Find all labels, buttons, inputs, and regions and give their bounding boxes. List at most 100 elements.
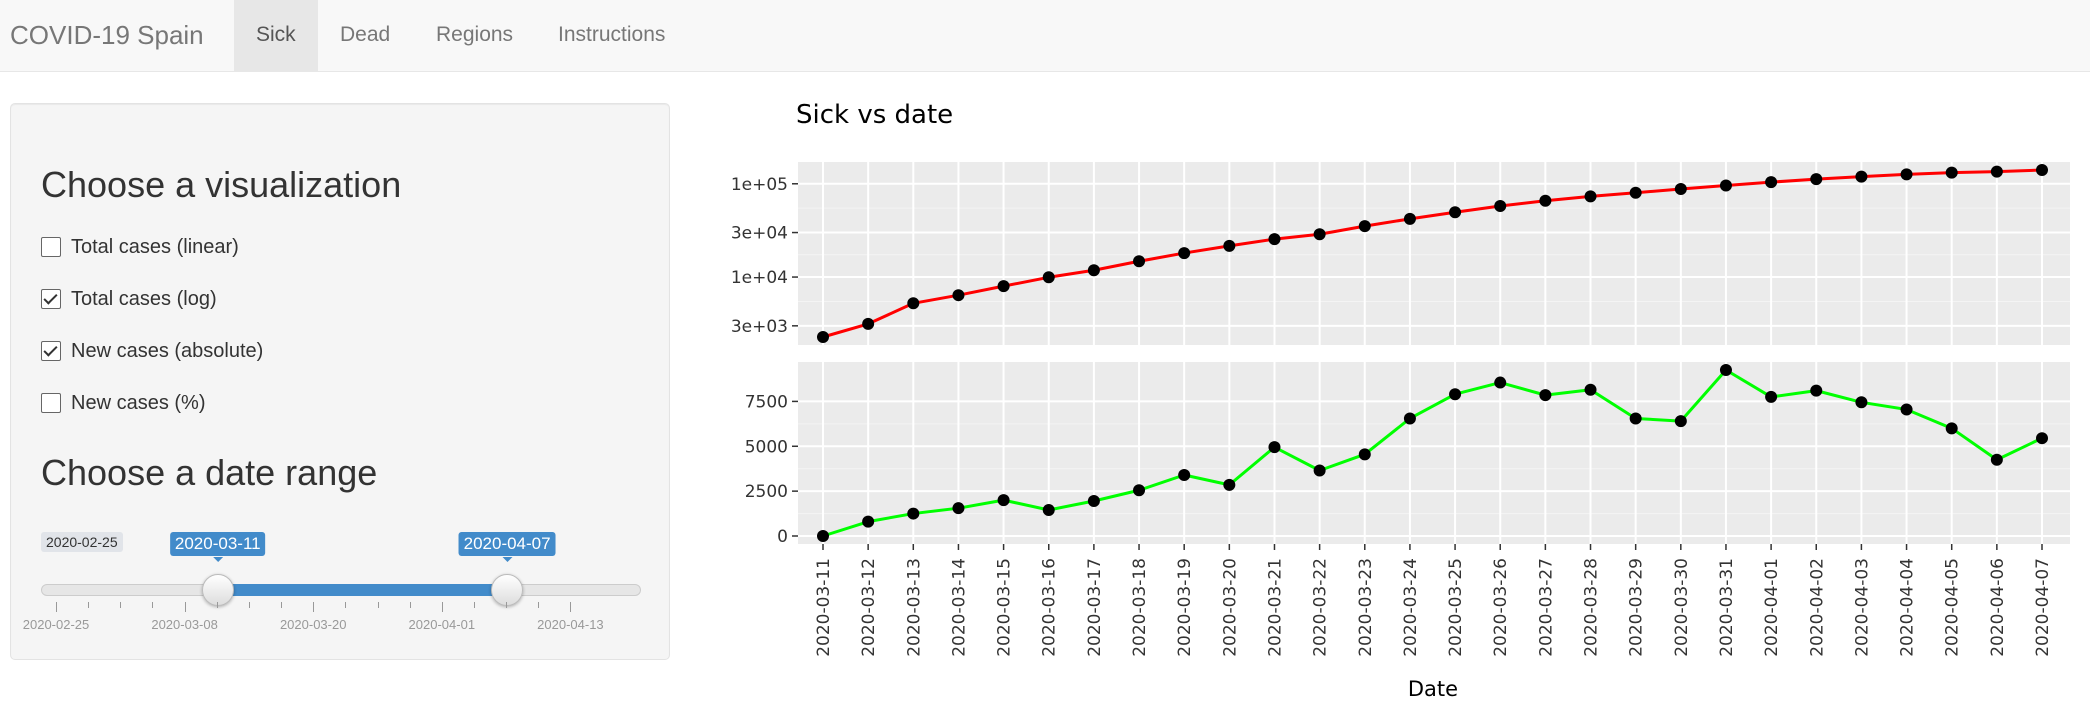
data-point — [1358, 220, 1371, 233]
slider-minor-tick — [345, 602, 347, 608]
data-point — [1674, 182, 1687, 195]
data-point — [1584, 190, 1597, 203]
sick-plot: Sick vs date 3e+03 1e+04 3e+04 1e+05 0 2500 50… — [700, 80, 2090, 723]
data-point — [1087, 264, 1100, 277]
data-point — [1810, 173, 1823, 186]
data-point — [1042, 503, 1055, 516]
checkbox[interactable] — [41, 393, 61, 413]
panel-background — [798, 162, 2070, 345]
x-tick-label: 2020-03-21 — [1265, 558, 1285, 657]
x-tick-label: 2020-04-04 — [1898, 558, 1918, 657]
y-tick-label: 1e+05 — [731, 175, 788, 195]
y-tick-label: 7500 — [745, 392, 788, 412]
slider-minor-tick — [88, 602, 90, 608]
tab-instructions[interactable]: Instructions — [558, 23, 666, 46]
data-point — [2036, 164, 2048, 176]
option-total-log[interactable]: Total cases (log) — [41, 284, 217, 314]
date-range-slider[interactable]: 2020-02-25 2020-03-11 2020-04-07 2020-02… — [23, 514, 651, 632]
date-range-heading: Choose a date range — [41, 452, 378, 493]
data-point — [2036, 432, 2048, 445]
x-tick-label: 2020-03-26 — [1491, 558, 1511, 657]
data-point — [1403, 212, 1416, 225]
panel-background — [798, 362, 2070, 544]
data-point — [1719, 364, 1732, 376]
checkbox[interactable] — [41, 341, 61, 361]
slider-to-handle[interactable] — [491, 574, 524, 606]
sidebar-panel: Choose a visualization Total cases (line… — [10, 103, 670, 660]
data-point — [817, 331, 829, 343]
x-tick-label: 2020-03-29 — [1627, 558, 1647, 657]
x-tick-label: 2020-03-22 — [1311, 558, 1331, 657]
x-tick-label: 2020-03-19 — [1175, 558, 1195, 657]
chart-title: Sick vs date — [796, 100, 953, 130]
slider-major-tick — [313, 602, 315, 612]
x-tick-label: 2020-03-27 — [1536, 558, 1556, 657]
data-point — [1990, 165, 2003, 178]
brand-title[interactable]: COVID-19 Spain — [10, 20, 204, 50]
data-point — [1765, 176, 1778, 189]
data-point — [1629, 412, 1642, 425]
data-point — [1900, 403, 1913, 416]
data-point — [1268, 441, 1281, 454]
data-point — [952, 502, 965, 515]
data-point — [1133, 484, 1146, 497]
x-tick-label: 2020-03-23 — [1356, 558, 1376, 657]
slider-minor-tick — [248, 602, 250, 608]
data-point — [997, 280, 1010, 293]
slider-grid-label: 2020-03-08 — [151, 617, 218, 632]
data-point — [1494, 376, 1507, 389]
data-point — [1178, 468, 1191, 481]
data-point — [1313, 464, 1326, 477]
data-point — [1042, 271, 1055, 284]
x-tick-label: 2020-03-25 — [1446, 558, 1466, 657]
data-point — [1855, 170, 1868, 183]
option-label: Total cases (log) — [71, 287, 217, 310]
tab-regions[interactable]: Regions — [436, 23, 514, 46]
x-tick-label: 2020-03-16 — [1040, 558, 1060, 657]
tab-dead[interactable]: Dead — [340, 23, 391, 46]
option-new-percent[interactable]: New cases (%) — [41, 388, 205, 418]
series-line — [822, 368, 2043, 538]
visualization-heading: Choose a visualization — [41, 164, 402, 205]
slider-selected-range[interactable] — [217, 584, 508, 596]
data-point — [1584, 383, 1597, 396]
data-point — [1268, 233, 1281, 246]
x-tick-label: 2020-03-12 — [859, 558, 879, 657]
slider-minor-tick — [281, 602, 283, 608]
data-point — [997, 494, 1010, 507]
chart-svg: Sick vs date 3e+03 1e+04 3e+04 1e+05 0 2500 50… — [731, 100, 2070, 701]
option-new-absolute[interactable]: New cases (absolute) — [41, 336, 263, 366]
checkbox[interactable] — [41, 289, 61, 309]
option-total-linear[interactable]: Total cases (linear) — [41, 232, 239, 262]
tab-sick[interactable]: Sick — [234, 0, 318, 72]
x-tick-label: 2020-03-17 — [1085, 558, 1105, 657]
data-point — [1403, 412, 1416, 425]
x-tick-label: 2020-03-24 — [1401, 558, 1421, 657]
x-tick-label: 2020-04-01 — [1762, 558, 1782, 657]
checkbox[interactable] — [41, 237, 61, 257]
slider-minor-tick — [473, 602, 475, 608]
data-point — [1945, 422, 1958, 435]
data-point — [862, 317, 875, 330]
x-tick-label: 2020-03-20 — [1220, 558, 1240, 657]
slider-grid-label: 2020-04-13 — [537, 617, 604, 632]
option-label: Total cases (linear) — [71, 235, 239, 258]
data-point — [1449, 388, 1462, 401]
slider-major-tick — [570, 602, 572, 612]
data-point — [1133, 255, 1146, 268]
x-tick-label: 2020-03-30 — [1672, 558, 1692, 657]
slider-from-handle[interactable] — [201, 574, 234, 606]
data-point — [952, 289, 965, 302]
slider-grid-label: 2020-03-20 — [279, 617, 347, 632]
slider-minor-tick — [538, 602, 540, 608]
data-point — [1494, 199, 1507, 212]
y-tick-label: 3e+03 — [731, 317, 788, 337]
data-point — [817, 530, 829, 542]
slider-minor-tick — [152, 602, 154, 608]
slider-minor-tick — [216, 602, 218, 608]
data-point — [1313, 228, 1326, 241]
slider-grid: 2020-02-25 2020-03-08 2020-03-20 2020-04-01… — [23, 602, 661, 632]
slider-grid-label: 2020-04-01 — [408, 617, 476, 632]
data-point — [1539, 389, 1552, 402]
data-point — [1945, 166, 1958, 179]
